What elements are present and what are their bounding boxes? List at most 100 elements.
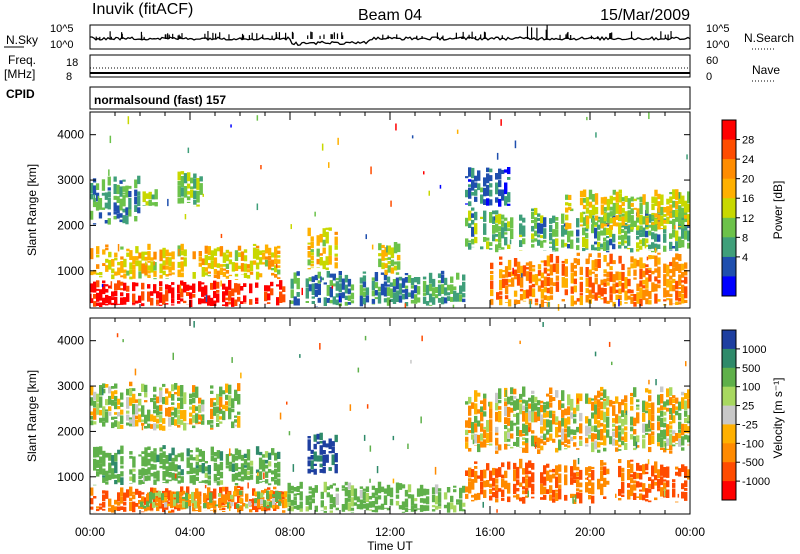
heatmap-cell	[579, 198, 584, 206]
heatmap-cell	[450, 276, 454, 283]
heatmap-cell	[543, 267, 548, 274]
heatmap-cell	[290, 499, 294, 506]
heatmap-cell	[255, 301, 259, 304]
heatmap-cell	[639, 257, 643, 269]
heatmap-cell	[678, 401, 682, 411]
heatmap-cell	[516, 466, 520, 479]
heatmap-cell	[331, 454, 335, 466]
heatmap-cell	[615, 191, 619, 203]
heatmap-cell	[422, 488, 427, 496]
heatmap-cell	[528, 397, 532, 402]
heatmap-cell	[99, 503, 103, 506]
heatmap-cell	[219, 508, 223, 511]
heatmap-cell	[462, 502, 466, 507]
heatmap-cell	[672, 482, 676, 488]
heatmap-cell	[225, 286, 229, 296]
heatmap-cell	[585, 232, 589, 239]
heatmap-cell	[567, 244, 571, 249]
heatmap-cell	[489, 199, 493, 206]
heatmap-cell	[431, 297, 436, 305]
heatmap-cell	[147, 265, 151, 271]
heatmap-cell	[684, 262, 688, 269]
heatmap-cell	[639, 489, 643, 492]
heatmap-cell	[126, 422, 130, 426]
heatmap-cell	[510, 217, 514, 229]
heatmap-cell	[645, 230, 649, 238]
heatmap-cell	[666, 290, 670, 297]
heatmap-cell	[522, 300, 527, 302]
heatmap-cell	[101, 207, 106, 210]
heatmap-cell	[486, 241, 490, 250]
heatmap-cell	[243, 295, 247, 303]
colorbar-swatch	[722, 198, 736, 219]
heatmap-cell	[150, 472, 154, 477]
heatmap-cell	[564, 408, 568, 416]
heatmap-cell	[522, 468, 526, 475]
heatmap-cell	[165, 455, 169, 464]
heatmap-cell	[347, 288, 352, 295]
heatmap-cell	[138, 490, 142, 498]
heatmap-cell	[371, 244, 374, 250]
heatmap-cell	[621, 234, 625, 246]
heatmap-cell	[334, 253, 338, 257]
heatmap-cell	[624, 230, 628, 240]
heatmap-cell	[570, 466, 574, 477]
heatmap-cell	[573, 493, 577, 498]
heatmap-cell	[486, 167, 490, 173]
heatmap-cell	[504, 295, 509, 300]
heatmap-cell	[147, 475, 151, 481]
heatmap-cell	[507, 221, 511, 228]
heatmap-cell	[453, 485, 457, 488]
heatmap-cell	[193, 199, 197, 205]
heatmap-cell	[657, 421, 661, 431]
heatmap-cell	[669, 397, 673, 406]
heatmap-cell	[621, 436, 625, 441]
heatmap-cell	[108, 169, 110, 176]
heatmap-cell	[456, 272, 460, 280]
heatmap-cell	[576, 476, 580, 480]
heatmap-cell	[483, 177, 487, 187]
heatmap-cell	[621, 213, 625, 217]
heatmap-cell	[332, 273, 336, 281]
heatmap-cell	[108, 285, 112, 289]
heatmap-cell	[522, 290, 527, 300]
heatmap-cell	[672, 430, 676, 435]
heatmap-cell	[159, 390, 163, 403]
heatmap-cell	[663, 411, 667, 416]
heatmap-cell	[317, 283, 321, 296]
heatmap-cell	[132, 302, 136, 305]
heatmap-cell	[219, 416, 223, 420]
heatmap-cell	[615, 439, 619, 446]
heatmap-cell	[421, 335, 423, 342]
heatmap-cell	[642, 423, 646, 433]
heatmap-cell	[221, 505, 225, 508]
heatmap-cell	[192, 385, 196, 393]
heatmap-cell	[568, 202, 572, 207]
heatmap-cell	[240, 263, 245, 272]
heatmap-cell	[104, 202, 108, 209]
heatmap-cell	[156, 396, 160, 404]
heatmap-cell	[534, 222, 538, 229]
heatmap-cell	[645, 244, 649, 247]
heatmap-cell	[552, 413, 556, 425]
heatmap-cell	[329, 299, 333, 304]
heatmap-cell	[498, 168, 502, 180]
heatmap-cell	[231, 262, 236, 272]
heatmap-cell	[542, 322, 544, 327]
heatmap-cell	[120, 445, 124, 454]
heatmap-cell	[168, 453, 172, 462]
heatmap-cell	[564, 433, 568, 443]
heatmap-cell	[207, 487, 211, 496]
heatmap-cell	[606, 277, 610, 282]
heatmap-cell	[192, 502, 196, 507]
heatmap-cell	[102, 297, 106, 306]
heatmap-cell	[468, 448, 472, 452]
heatmap-cell	[681, 397, 685, 409]
heatmap-cell	[672, 285, 676, 292]
heatmap-cell	[609, 271, 613, 282]
heatmap-cell	[224, 494, 228, 505]
heatmap-cell	[552, 468, 556, 473]
heatmap-cell	[579, 212, 584, 223]
heatmap-cell	[123, 269, 127, 273]
heatmap-cell	[568, 223, 572, 229]
